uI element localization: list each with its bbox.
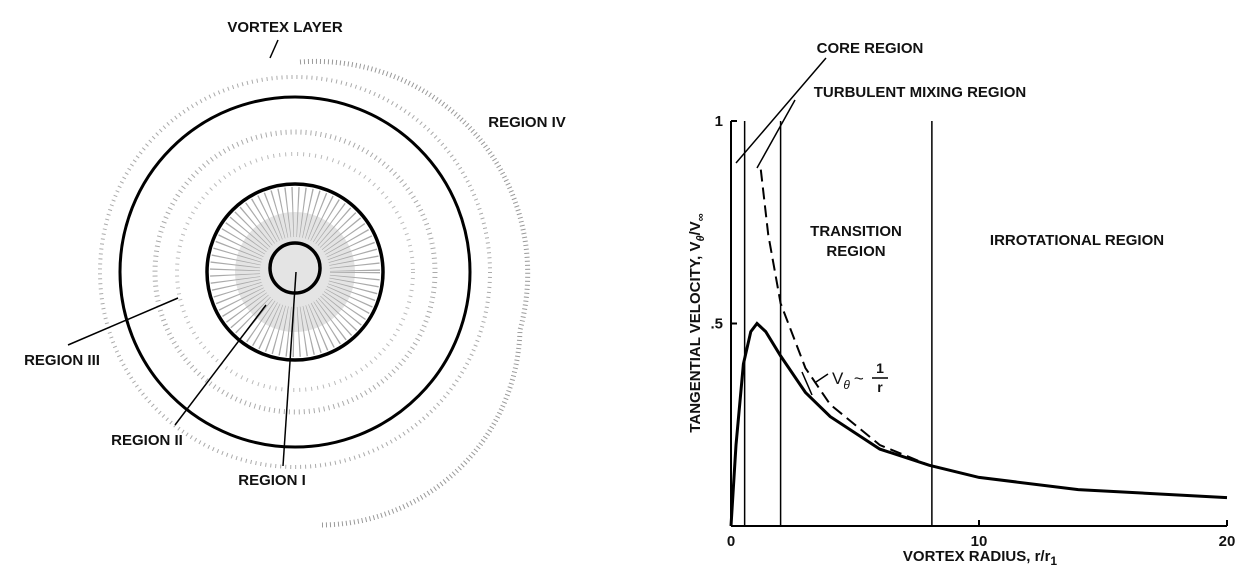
y-axis-label-part: ∞	[695, 213, 707, 221]
diagram-label: REGION I	[238, 472, 306, 489]
leader-line	[270, 40, 278, 58]
region-label: CORE REGION	[817, 40, 924, 57]
x-tick-label: 20	[1219, 533, 1236, 550]
diagram-label: REGION III	[24, 352, 100, 369]
diagram-label: VORTEX LAYER	[227, 19, 342, 36]
leader-line	[757, 100, 795, 168]
diagram-label: REGION IV	[488, 114, 566, 131]
series-line	[761, 170, 930, 466]
annotation-part: V	[832, 369, 844, 388]
region-label: TURBULENT MIXING REGION	[814, 84, 1027, 101]
x-axis-label-part: VORTEX RADIUS, r/r	[903, 548, 1051, 565]
y-tick-label: .5	[710, 316, 723, 333]
series-line	[731, 324, 1227, 527]
diagram-label: REGION II	[111, 432, 183, 449]
region-label: TRANSITION	[810, 223, 902, 240]
annotation-part: ~	[854, 369, 864, 388]
x-axis-label: VORTEX RADIUS, r/r1	[903, 548, 1058, 567]
figure: VORTEX LAYER REGION IV REGION III REGION…	[0, 0, 1240, 567]
y-axis-label-part: /V	[687, 221, 704, 235]
y-axis-label-part: TANGENTIAL VELOCITY, V	[687, 242, 704, 433]
x-tick-label: 0	[727, 533, 735, 550]
annotation: Vθ ~	[832, 369, 864, 392]
annotation-part: 1	[876, 360, 884, 376]
x-axis-label-part: 1	[1050, 554, 1057, 567]
leader-line	[816, 374, 828, 382]
annotation-part: r	[877, 379, 883, 395]
y-tick-label: 1	[715, 113, 723, 130]
x-tick-label: 10	[971, 533, 988, 550]
region-label: REGION	[826, 243, 885, 260]
annotation-part: θ	[843, 378, 850, 392]
leader-line	[175, 305, 266, 425]
y-axis-label: TANGENTIAL VELOCITY, Vθ/V∞	[687, 213, 707, 432]
vortex-diagram: VORTEX LAYER REGION IV REGION III REGION…	[24, 19, 566, 525]
stipple-fill	[235, 212, 355, 332]
region-label: IRROTATIONAL REGION	[990, 232, 1164, 249]
